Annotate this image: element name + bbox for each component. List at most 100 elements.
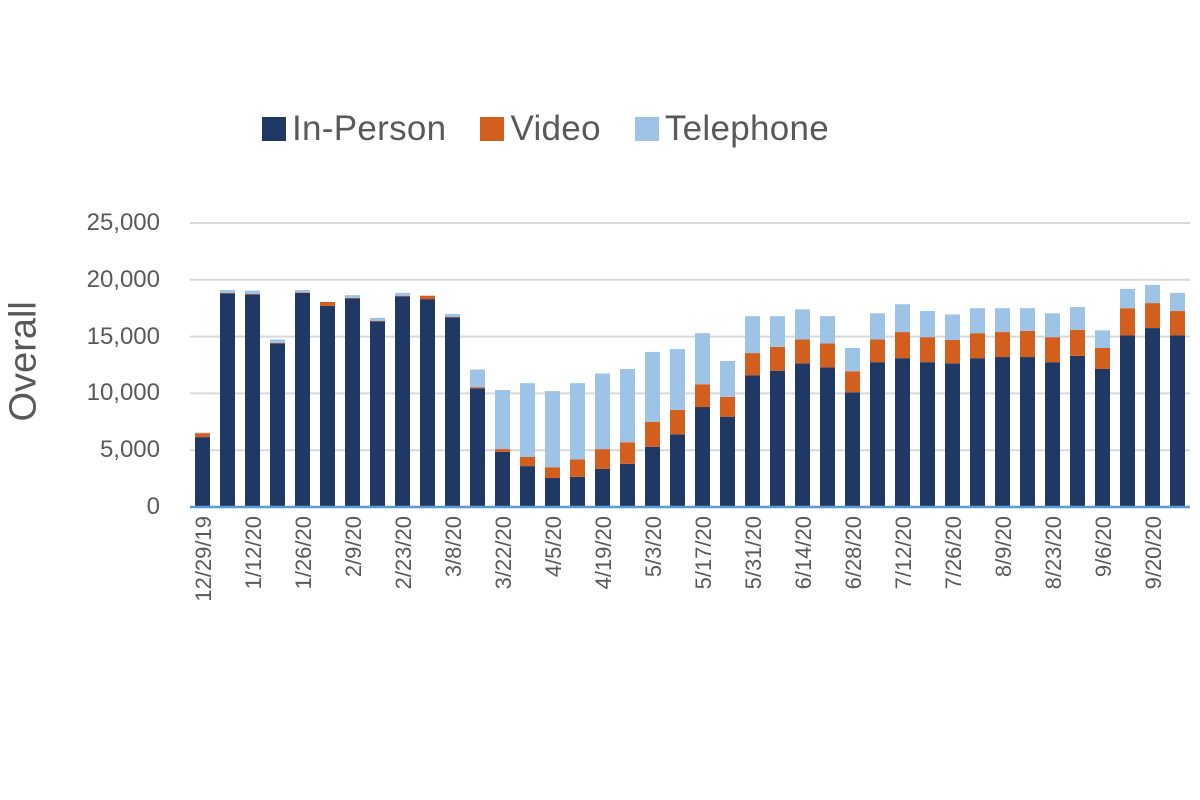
bar-segment-video	[270, 342, 285, 344]
bar-segment-telephone	[595, 373, 610, 450]
bar-segment-telephone	[720, 361, 735, 397]
x-tick-label: 5/3/20	[640, 516, 666, 578]
bar-segment-video	[945, 340, 960, 364]
bar-stack	[570, 383, 585, 507]
bar-segment-telephone	[245, 290, 260, 294]
bar-stack	[645, 351, 660, 507]
bar-stack	[495, 389, 510, 507]
bar-segment-telephone	[445, 313, 460, 317]
bar-stack	[1020, 308, 1035, 507]
bar-segment-telephone	[470, 369, 485, 388]
bar-segment-video	[595, 449, 610, 469]
bar-segment-in-person	[870, 362, 885, 507]
bar-stack	[520, 383, 535, 507]
bar-segment-in-person	[270, 343, 285, 507]
bar-segment-video	[195, 433, 210, 438]
y-tick-label: 10,000	[86, 379, 160, 407]
x-tick-label: 9/6/20	[1090, 516, 1116, 578]
bar-segment-in-person	[995, 357, 1010, 507]
y-tick-label: 5,000	[99, 436, 160, 464]
legend-swatch-video-icon	[480, 117, 505, 141]
bar-segment-video	[520, 457, 535, 467]
bar-segment-video	[570, 459, 585, 477]
bar-segment-telephone	[1120, 288, 1135, 309]
bar-segment-telephone	[970, 308, 985, 334]
x-tick-label: 8/23/20	[1040, 516, 1066, 590]
bar-segment-in-person	[945, 363, 960, 507]
bar-segment-video	[670, 409, 685, 435]
bar-segment-in-person	[620, 463, 635, 507]
bar-segment-in-person	[820, 367, 835, 507]
legend-swatch-in-person-icon	[262, 117, 286, 141]
bar-segment-telephone	[620, 368, 635, 443]
bar-segment-telephone	[220, 290, 235, 293]
bar-segment-telephone	[645, 351, 660, 422]
x-tick-label: 1/26/20	[290, 516, 316, 590]
bar-segment-video	[495, 449, 510, 452]
bar-segment-telephone	[995, 308, 1010, 333]
bar-stack	[295, 290, 310, 507]
bar-segment-telephone	[695, 333, 710, 385]
bar-stack	[195, 432, 210, 507]
y-axis-ticks: 0 5,000 10,000 15,000 20,000 25,000	[0, 0, 160, 800]
bar-stack	[620, 368, 635, 507]
bar-stack	[245, 290, 260, 507]
bar-segment-in-person	[1145, 328, 1160, 507]
bar-segment-video	[1095, 347, 1110, 369]
bar-segment-in-person	[670, 434, 685, 507]
bar-segment-video	[820, 343, 835, 368]
bar-stack	[595, 373, 610, 507]
bar-segment-telephone	[345, 295, 360, 298]
bar-segment-telephone	[395, 292, 410, 296]
bar-segment-video	[695, 384, 710, 408]
bar-segment-in-person	[645, 446, 660, 507]
bar-stack	[945, 314, 960, 507]
x-tick-label: 7/12/20	[890, 516, 916, 590]
bar-segment-in-person	[1045, 362, 1060, 507]
bar-stack	[420, 295, 435, 507]
bar-segment-in-person	[770, 370, 785, 507]
x-tick-label: 6/14/20	[790, 516, 816, 590]
bar-segment-in-person	[745, 375, 760, 507]
bar-segment-telephone	[545, 391, 560, 468]
x-tick-label: 9/20/20	[1140, 516, 1166, 590]
x-tick-label: 3/22/20	[490, 516, 516, 590]
bar-segment-video	[720, 396, 735, 417]
bar-segment-video	[770, 346, 785, 371]
bar-segment-telephone	[670, 349, 685, 410]
bar-segment-telephone	[1045, 313, 1060, 338]
bar-segment-in-person	[470, 388, 485, 507]
bar-stack	[370, 317, 385, 507]
legend-item-telephone: Telephone	[634, 109, 829, 149]
bar-segment-video	[345, 297, 360, 299]
bar-segment-telephone	[1020, 308, 1035, 331]
bar-segment-in-person	[520, 466, 535, 507]
bar-stack	[1070, 307, 1085, 507]
bar-stack	[220, 290, 235, 507]
bar-segment-telephone	[895, 304, 910, 333]
legend-label: In-Person	[292, 109, 447, 148]
bar-segment-telephone	[1170, 292, 1185, 312]
bar-segment-in-person	[420, 299, 435, 507]
x-tick-label: 5/17/20	[690, 516, 716, 590]
bar-stack	[1045, 313, 1060, 507]
legend-item-video: Video	[480, 109, 601, 149]
bar-stack	[795, 309, 810, 507]
x-tick-label: 5/31/20	[740, 516, 766, 590]
bar-segment-telephone	[870, 313, 885, 340]
bar-segment-video	[245, 294, 260, 295]
bar-segment-video	[920, 337, 935, 363]
x-tick-label: 1/12/20	[240, 516, 266, 590]
bar-segment-telephone	[1070, 307, 1085, 330]
bar-stack	[345, 295, 360, 507]
x-tick-label: 8/9/20	[990, 516, 1016, 578]
bar-segment-video	[395, 295, 410, 297]
bar-segment-video	[420, 295, 435, 300]
bar-segment-in-person	[970, 358, 985, 507]
x-tick-label: 6/28/20	[840, 516, 866, 590]
bar-segment-in-person	[445, 317, 460, 507]
bar-stack	[995, 308, 1010, 507]
bar-segment-video	[970, 333, 985, 359]
bar-segment-telephone	[1145, 284, 1160, 304]
